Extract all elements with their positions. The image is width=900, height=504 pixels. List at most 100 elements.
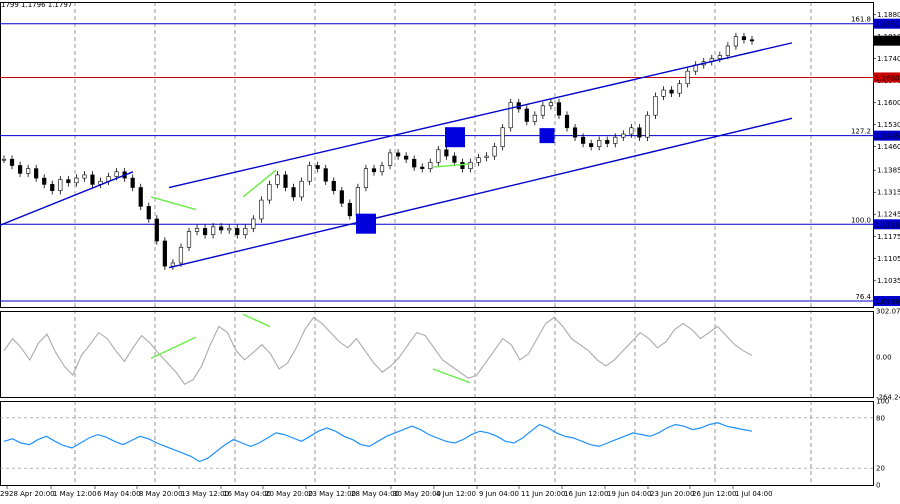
price-bar-body bbox=[9, 158, 15, 166]
price-bar-body bbox=[725, 45, 730, 56]
rsi-tick-label: 80 bbox=[876, 414, 885, 422]
price-bar-body bbox=[355, 187, 360, 217]
price-bar-body bbox=[621, 133, 626, 138]
price-bar-body bbox=[243, 228, 248, 235]
price-bar-body bbox=[387, 152, 393, 166]
rsi-tick-label: 0 bbox=[876, 482, 880, 490]
price-bar-body bbox=[629, 127, 634, 135]
price-bar-body bbox=[436, 149, 441, 163]
price-bar-body bbox=[42, 177, 47, 185]
price-bar-body bbox=[476, 157, 481, 163]
divergence-line-price bbox=[432, 163, 471, 168]
price-bar-body bbox=[17, 165, 23, 174]
price-bar-body bbox=[50, 184, 55, 191]
x-tick-label: 28 May 04:00 bbox=[351, 490, 399, 498]
price-level-box bbox=[873, 18, 900, 29]
price-bar-body bbox=[130, 177, 135, 188]
price-panel-frame bbox=[0, 2, 874, 308]
price-bar-body bbox=[162, 240, 167, 267]
fib-level-label: 161.8 bbox=[851, 16, 871, 24]
price-bar-body bbox=[508, 102, 513, 129]
price-bar-body bbox=[307, 165, 312, 182]
x-tick-label: 8 May 20:00 bbox=[139, 490, 183, 498]
price-bar-body bbox=[653, 96, 658, 116]
x-tick-label: 23 May 12:00 bbox=[308, 490, 356, 498]
rsi-tick-label: 20 bbox=[876, 465, 885, 473]
price-bar-body bbox=[259, 199, 264, 220]
price-bar-body bbox=[211, 226, 216, 235]
price-bar-body bbox=[363, 168, 369, 188]
rsi-line bbox=[3, 422, 753, 463]
x-tick-label: 9 Jun 04:00 bbox=[479, 490, 519, 498]
price-level-box bbox=[873, 72, 900, 83]
price-bar-body bbox=[58, 179, 63, 191]
fib-level-label: 76.4 bbox=[855, 293, 871, 301]
price-bar-body bbox=[170, 262, 176, 267]
price-bar-body bbox=[291, 187, 296, 198]
price-level-box bbox=[873, 296, 900, 307]
price-bar-body bbox=[34, 168, 39, 179]
price-bar-body bbox=[548, 102, 554, 107]
price-bar-body bbox=[605, 140, 610, 144]
price-bar-body bbox=[420, 166, 425, 169]
channel-upper-line bbox=[168, 42, 793, 189]
price-tick-label: 1.1175 bbox=[877, 233, 900, 241]
price-bar-body bbox=[146, 206, 151, 220]
price-tick-label: 1.1740 bbox=[877, 55, 900, 63]
price-level-value: 1.1213 bbox=[875, 221, 900, 229]
price-bar-body bbox=[178, 246, 184, 264]
price-bar-body bbox=[452, 155, 457, 163]
price-tick-label: 1.1385 bbox=[877, 167, 900, 175]
x-tick-label: 16 Jun 12:00 bbox=[564, 490, 608, 498]
price-bar-body bbox=[74, 177, 79, 184]
price-tick-label: 1.1315 bbox=[877, 189, 900, 197]
price-bar-body bbox=[580, 136, 586, 144]
cci-panel-frame bbox=[0, 311, 874, 398]
fib-level-label: 127.2 bbox=[851, 128, 871, 136]
price-bar-body bbox=[733, 36, 739, 47]
price-level-value: 1.1495 bbox=[875, 133, 900, 141]
signal-marker bbox=[445, 127, 465, 148]
price-tick-label: 1.1880 bbox=[877, 11, 900, 19]
fib-level-label: 100.0 bbox=[851, 216, 871, 224]
x-tick-label: 20 May 20:00 bbox=[265, 490, 313, 498]
price-bar-body bbox=[613, 136, 618, 144]
price-bar-body bbox=[114, 171, 119, 177]
price-bar-body bbox=[468, 162, 473, 169]
price-bar-body bbox=[645, 114, 650, 138]
price-bar-body bbox=[556, 102, 562, 116]
price-bar-body bbox=[331, 180, 336, 191]
rsi-panel-frame bbox=[0, 401, 874, 486]
price-bar-body bbox=[524, 108, 529, 122]
price-level-value: 1.0969 bbox=[875, 298, 900, 306]
price-bar-body bbox=[82, 174, 87, 179]
price-bar-body bbox=[26, 168, 31, 174]
price-bar-body bbox=[194, 228, 200, 232]
trend-line-left bbox=[0, 171, 134, 226]
signal-marker bbox=[539, 128, 555, 144]
price-bar-body bbox=[396, 152, 401, 157]
current-price-value: 1.1797 bbox=[875, 38, 900, 46]
x-tick-label: 11 Jun 20:00 bbox=[521, 490, 565, 498]
x-tick-label: 29 bbox=[0, 490, 9, 498]
divergence-line-price bbox=[242, 169, 277, 198]
price-bar-body bbox=[186, 231, 192, 248]
price-bar-body bbox=[484, 155, 489, 158]
price-tick-label: 1.1035 bbox=[877, 277, 900, 285]
price-bar-body bbox=[532, 114, 537, 122]
price-bar-body bbox=[315, 165, 320, 169]
price-bar-body bbox=[283, 174, 288, 188]
x-tick-label: 1 May 12:00 bbox=[53, 490, 97, 498]
x-tick-label: 1 Jul 04:00 bbox=[735, 490, 773, 498]
price-bar-body bbox=[637, 127, 642, 138]
x-tick-label: 16 May 04:00 bbox=[223, 490, 271, 498]
price-bar-body bbox=[275, 174, 280, 185]
price-bar-body bbox=[202, 228, 208, 235]
x-tick-label: 4 Jun 12:00 bbox=[436, 490, 476, 498]
price-bar-body bbox=[444, 149, 449, 157]
price-bar-body bbox=[500, 127, 505, 147]
price-bar-body bbox=[154, 218, 159, 242]
price-bar-body bbox=[677, 83, 682, 94]
x-tick-label: 28 Apr 20:00 bbox=[9, 490, 55, 498]
